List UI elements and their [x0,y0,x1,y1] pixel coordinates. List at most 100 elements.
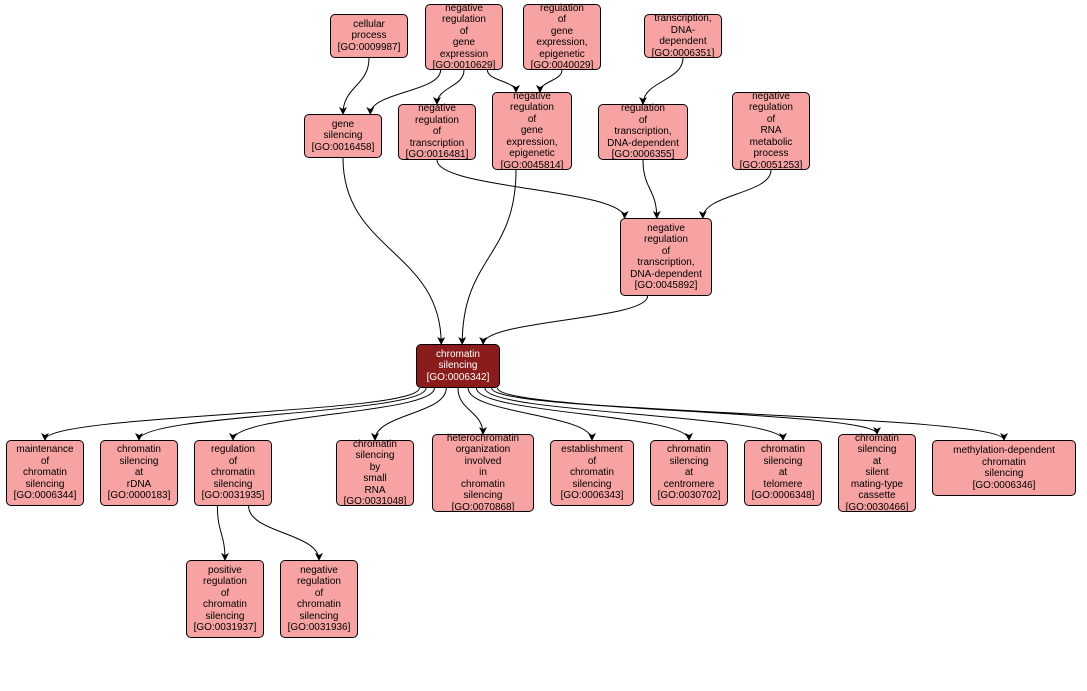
node-gene-silencing[interactable]: genesilencing[GO:0016458] [304,114,382,158]
node-label: methylation-dependent [953,445,1055,457]
edge-neg-reg-gene-expr-to-neg-reg-transcription [437,70,464,104]
node-label: negative [445,3,483,15]
node-neg-reg-gene-expr[interactable]: negativeregulationofgeneexpression[GO:00… [425,4,503,70]
node-label: silencing [439,360,478,372]
node-label: DNA-dependent [630,269,702,281]
node-label: silent [865,467,888,479]
node-label: gene [332,119,354,131]
node-label: regulation [749,102,793,114]
node-label: expression [440,49,488,61]
node-label: transcription, [637,257,694,269]
node-label: establishment [561,444,623,456]
node-label: centromere [664,479,715,491]
node-cs-mating-cassette[interactable]: chromatinsilencingatsilentmating-typecas… [838,434,916,512]
node-reg-cs[interactable]: regulationofchromatinsilencing[GO:003193… [194,440,272,506]
node-label: DNA-dependent [651,25,715,48]
node-label: at [873,456,881,468]
edge-chromatin-silencing-to-cs-mating-cassette [492,388,877,434]
edge-gene-silencing-to-chromatin-silencing [343,158,441,344]
node-establishment-cs[interactable]: establishmentofchromatinsilencing[GO:000… [550,440,634,506]
node-label: chromatin [667,444,711,456]
node-reg-transcription-dna[interactable]: regulationoftranscription,DNA-dependent[… [598,104,688,160]
node-label: [GO:0040029] [531,60,594,72]
node-label: silencing [300,611,339,623]
node-label: transcription, [654,13,711,25]
node-label: regulation [211,444,255,456]
node-label: small [363,473,386,485]
node-label: chromatin [761,444,805,456]
node-label: chromatin [461,479,505,491]
node-meth-dep-cs[interactable]: methylation-dependentchromatinsilencing[… [932,440,1076,496]
node-label: involved [465,456,502,468]
node-label: epigenetic [509,148,555,160]
node-cs-by-small-rna[interactable]: chromatinsilencingbysmallRNA[GO:0031048] [336,440,414,506]
node-hetero-org-cs[interactable]: heterochromatinorganizationinvolvedinchr… [432,434,534,512]
node-label: regulation [540,3,584,15]
node-label: [GO:0006351] [652,48,715,60]
node-label: chromatin [982,457,1026,469]
node-cs-at-centromere[interactable]: chromatinsilencingatcentromere[GO:003070… [650,440,728,506]
node-cellular-process[interactable]: cellularprocess[GO:0009987] [330,14,408,58]
node-label: [GO:0045892] [635,280,698,292]
node-pos-reg-cs[interactable]: positiveregulationofchromatinsilencing[G… [186,560,264,638]
node-label: at [779,467,787,479]
node-label: gene [551,26,573,38]
node-label: regulation [644,234,688,246]
node-chromatin-silencing[interactable]: chromatinsilencing[GO:0006342] [416,344,500,388]
edge-neg-reg-rna-metabolic-to-neg-reg-transcription-dna [703,170,771,218]
node-neg-reg-transcription[interactable]: negativeregulationoftranscription[GO:001… [398,104,476,160]
node-label: metabolic [750,137,793,149]
node-label: positive [208,565,242,577]
node-cs-at-rdna[interactable]: chromatinsilencingatrDNA[GO:0000183] [100,440,178,506]
node-label: [GO:0031936] [288,622,351,634]
node-neg-reg-cs[interactable]: negativeregulationofchromatinsilencing[G… [280,560,358,638]
node-label: regulation [415,115,459,127]
node-label: of [315,588,323,600]
node-label: [GO:0045814] [501,160,564,172]
node-maintenance-cs[interactable]: maintenanceofchromatinsilencing[GO:00063… [6,440,84,506]
node-label: regulation [442,14,486,26]
node-label: silencing [764,456,803,468]
edge-chromatin-silencing-to-meth-dep-cs [497,388,1004,440]
node-label: mating-type [851,479,903,491]
edge-reg-cs-to-neg-reg-cs [249,506,319,560]
node-label: [GO:0006343] [561,490,624,502]
node-label: of [41,456,49,468]
edge-chromatin-silencing-to-maintenance-cs [45,388,419,440]
node-label: of [767,114,775,126]
node-label: gene [521,125,543,137]
node-reg-gene-expr-epi[interactable]: regulationofgeneexpression,epigenetic[GO… [523,4,601,70]
edge-chromatin-silencing-to-cs-by-small-rna [375,388,446,440]
edge-chromatin-silencing-to-reg-cs [233,388,434,440]
node-label: transcription [410,138,464,150]
node-label: telomere [764,479,803,491]
node-neg-reg-gene-expr-epi[interactable]: negativeregulationofgeneexpression,epige… [492,92,572,170]
node-label: silencing [206,611,245,623]
node-label: chromatin [570,467,614,479]
node-label: at [135,467,143,479]
node-label: silencing [985,468,1024,480]
node-cs-at-telomere[interactable]: chromatinsilencingattelomere[GO:0006348] [744,440,822,506]
node-label: chromatin [436,349,480,361]
node-neg-reg-transcription-dna[interactable]: negativeregulationoftranscription,DNA-de… [620,218,712,296]
node-label: silencing [120,456,159,468]
node-label: silencing [670,456,709,468]
node-label: negative [418,103,456,115]
node-label: gene [453,37,475,49]
node-label: [GO:0016481] [406,149,469,161]
node-label: of [662,246,670,258]
node-label: [GO:0051253] [740,160,803,172]
node-label: at [685,467,693,479]
node-label: [GO:0030466] [846,502,909,514]
node-label: [GO:0031935] [202,490,265,502]
node-label: [GO:0006342] [427,372,490,384]
node-label: silencing [464,490,503,502]
edge-cellular-process-to-gene-silencing [343,58,369,114]
node-label: chromatin [353,439,397,451]
edge-neg-reg-transcription-dna-to-chromatin-silencing [483,296,647,344]
node-label: chromatin [117,444,161,456]
node-neg-reg-rna-metabolic[interactable]: negativeregulationofRNAmetabolicprocess[… [732,92,810,170]
node-label: chromatin [203,599,247,611]
node-label: silencing [356,450,395,462]
node-transcription-dna[interactable]: transcription,DNA-dependent[GO:0006351] [644,14,722,58]
